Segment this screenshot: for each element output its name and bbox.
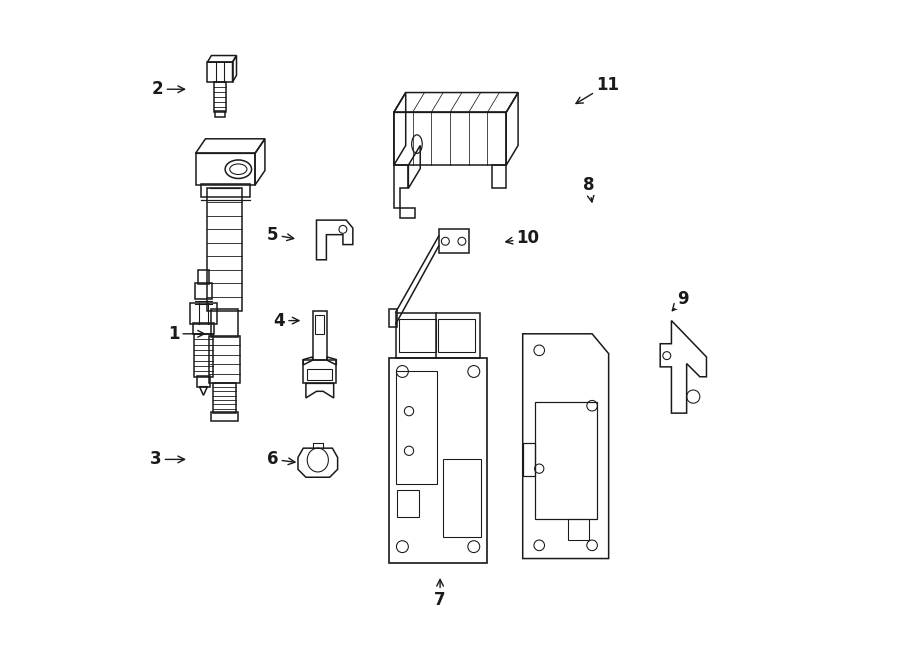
Bar xyxy=(399,319,436,352)
Bar xyxy=(312,311,327,360)
Bar xyxy=(194,334,212,377)
Bar xyxy=(396,313,481,358)
Bar xyxy=(400,208,415,218)
Text: 10: 10 xyxy=(506,229,539,247)
Bar xyxy=(389,358,487,563)
Bar xyxy=(214,82,226,112)
Bar xyxy=(389,309,397,327)
Text: 9: 9 xyxy=(672,290,688,311)
Text: 1: 1 xyxy=(168,325,204,343)
Text: 6: 6 xyxy=(267,450,295,469)
Bar xyxy=(303,360,337,383)
Bar xyxy=(207,62,232,82)
Bar xyxy=(193,323,214,334)
Bar xyxy=(190,303,217,324)
Bar xyxy=(197,376,210,387)
Bar xyxy=(195,153,255,185)
Bar xyxy=(211,412,239,421)
Bar xyxy=(307,369,332,380)
Bar xyxy=(315,315,324,334)
Text: 11: 11 xyxy=(576,75,619,104)
Text: 3: 3 xyxy=(150,450,184,469)
Bar xyxy=(444,459,481,537)
Text: 5: 5 xyxy=(267,225,293,244)
Bar xyxy=(198,270,209,284)
Bar xyxy=(438,319,475,352)
Text: 4: 4 xyxy=(274,311,299,330)
Text: 2: 2 xyxy=(152,80,184,98)
Bar xyxy=(215,111,225,117)
Bar xyxy=(535,402,597,519)
Text: 7: 7 xyxy=(435,580,446,609)
Bar xyxy=(195,283,212,299)
Bar xyxy=(439,229,469,253)
Bar xyxy=(396,371,436,484)
Text: 8: 8 xyxy=(583,176,595,202)
Bar xyxy=(210,336,239,383)
Bar xyxy=(207,188,242,311)
Bar xyxy=(394,112,506,165)
Bar xyxy=(201,184,249,197)
Bar xyxy=(211,309,239,337)
Bar xyxy=(213,383,236,413)
